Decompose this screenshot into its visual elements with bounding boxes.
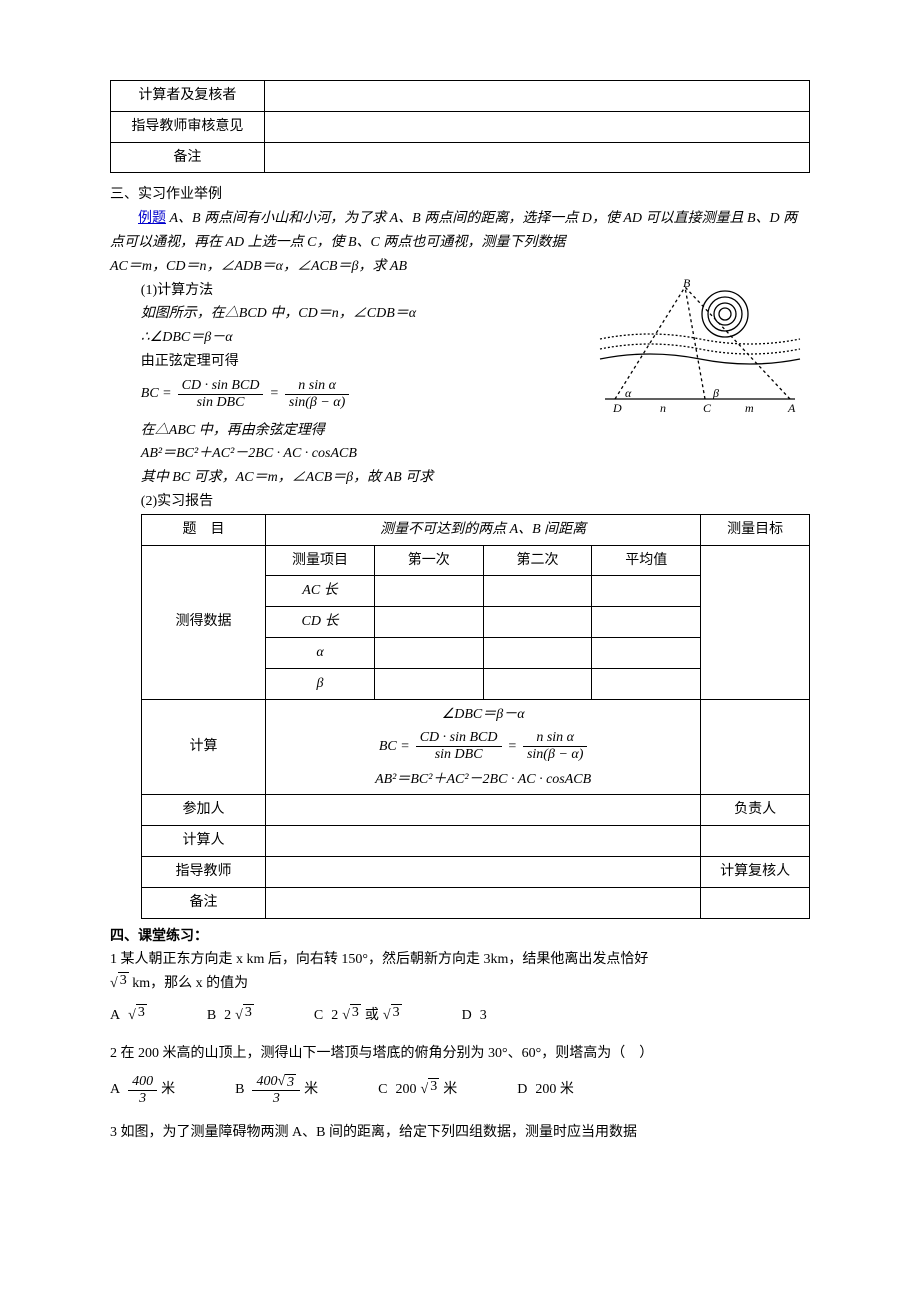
- q1-line2: 3 km，那么 x 的值为: [110, 972, 810, 996]
- table-cell: 测量目标: [701, 514, 810, 545]
- report-table: 题 目 测量不可达到的两点 A、B 间距离 测量目标 测得数据 测量项目 第一次…: [141, 514, 810, 919]
- diagram-figure: B α β D n C m A: [590, 279, 810, 419]
- table-cell: CD 长: [266, 607, 375, 638]
- table-cell: [264, 81, 809, 112]
- calc-line: ∴∠DBC＝β－α: [141, 326, 590, 350]
- calc-line: 如图所示，在△BCD 中，CD＝n，∠CDB＝α: [141, 302, 590, 326]
- table-cell: 计算者及复核者: [111, 81, 265, 112]
- table-cell: 题 目: [141, 514, 265, 545]
- calc-line: 由正弦定理可得: [141, 350, 590, 374]
- table-cell: 测得数据: [141, 545, 265, 699]
- q3-line: 3 如图，为了测量障碍物两测 A、B 间的距离，给定下列四组数据，测量时应当用数…: [110, 1121, 810, 1145]
- table-cell: [701, 699, 810, 795]
- svg-text:D: D: [612, 401, 622, 415]
- section-3-title: 三、实习作业举例: [110, 183, 810, 207]
- table-cell: 计算: [141, 699, 265, 795]
- top-meta-table: 计算者及复核者 指导教师审核意见 备注: [110, 80, 810, 173]
- section-4-title: 四、课堂练习：: [110, 925, 810, 949]
- table-cell: 参加人: [141, 795, 265, 826]
- table-cell: 第二次: [483, 545, 592, 576]
- svg-text:β: β: [712, 386, 719, 400]
- table-cell: [701, 545, 810, 699]
- eq-mid: =: [269, 382, 278, 406]
- table-cell: [264, 111, 809, 142]
- q2-line: 2 在 200 米高的山顶上，测得山下一塔顶与塔底的俯角分别为 30°、60°，…: [110, 1042, 810, 1066]
- calc-inner: ∠DBC＝β－α: [272, 703, 694, 727]
- table-cell: β: [266, 668, 375, 699]
- table-cell: 测量项目: [266, 545, 375, 576]
- table-cell: 负责人: [701, 795, 810, 826]
- table-cell: 备注: [141, 887, 265, 918]
- calc-inner-eq: BC = CD · sin BCDsin DBC = n sin αsin(β …: [272, 730, 694, 763]
- q2-choices: A 4003 米 B 40033 米 C2003 米 D200 米: [110, 1074, 810, 1107]
- svg-text:n: n: [660, 401, 666, 415]
- svg-text:A: A: [787, 401, 796, 415]
- bc-equation: BC = CD · sin BCDsin DBC = n sin αsin(β …: [141, 378, 590, 411]
- table-cell: 测量不可达到的两点 A、B 间距离: [266, 514, 701, 545]
- calc-line: AB²＝BC²＋AC²－2BC · AC · cosACB: [141, 442, 810, 466]
- table-cell: α: [266, 637, 375, 668]
- table-cell: 指导教师审核意见: [111, 111, 265, 142]
- given-line: AC＝m，CD＝n，∠ADB＝α，∠ACB＝β，求 AB: [110, 255, 810, 279]
- table-cell: [264, 142, 809, 173]
- q1-line1: 1 某人朝正东方向走 x km 后，向右转 150°，然后朝新方向走 3km，结…: [110, 948, 810, 972]
- q1-choices: A3 B23 C23 或 3 D3: [110, 1004, 810, 1028]
- table-cell: 指导教师: [141, 856, 265, 887]
- table-cell: [701, 887, 810, 918]
- svg-text:α: α: [625, 386, 632, 400]
- example-body: A、B 两点间有小山和小河，为了求 A、B 两点间的距离，选择一点 D，使 AD…: [110, 211, 797, 250]
- calc-heading: (1)计算方法: [141, 279, 590, 303]
- q1b-suffix: km，那么 x 的值为: [129, 976, 248, 991]
- example-label: 例题: [138, 211, 166, 226]
- calc-line: 其中 BC 可求，AC＝m，∠ACB＝β，故 AB 可求: [141, 466, 810, 490]
- table-cell: [701, 826, 810, 857]
- table-cell-calc: ∠DBC＝β－α BC = CD · sin BCDsin DBC = n si…: [266, 699, 701, 795]
- table-cell: 计算人: [141, 826, 265, 857]
- example-line: 例题 A、B 两点间有小山和小河，为了求 A、B 两点间的距离，选择一点 D，使…: [110, 207, 810, 255]
- table-cell: AC 长: [266, 576, 375, 607]
- svg-text:B: B: [683, 279, 691, 290]
- table-cell: 计算复核人: [701, 856, 810, 887]
- table-cell: 第一次: [374, 545, 483, 576]
- report-heading: (2)实习报告: [141, 490, 810, 514]
- svg-text:C: C: [703, 401, 712, 415]
- table-cell: 平均值: [592, 545, 701, 576]
- calc-line: 在△ABC 中，再由余弦定理得: [141, 419, 810, 443]
- eq-lhs: BC =: [141, 382, 172, 406]
- calc-inner: AB²＝BC²＋AC²－2BC · AC · cosACB: [272, 768, 694, 792]
- table-cell: 备注: [111, 142, 265, 173]
- svg-text:m: m: [745, 401, 754, 415]
